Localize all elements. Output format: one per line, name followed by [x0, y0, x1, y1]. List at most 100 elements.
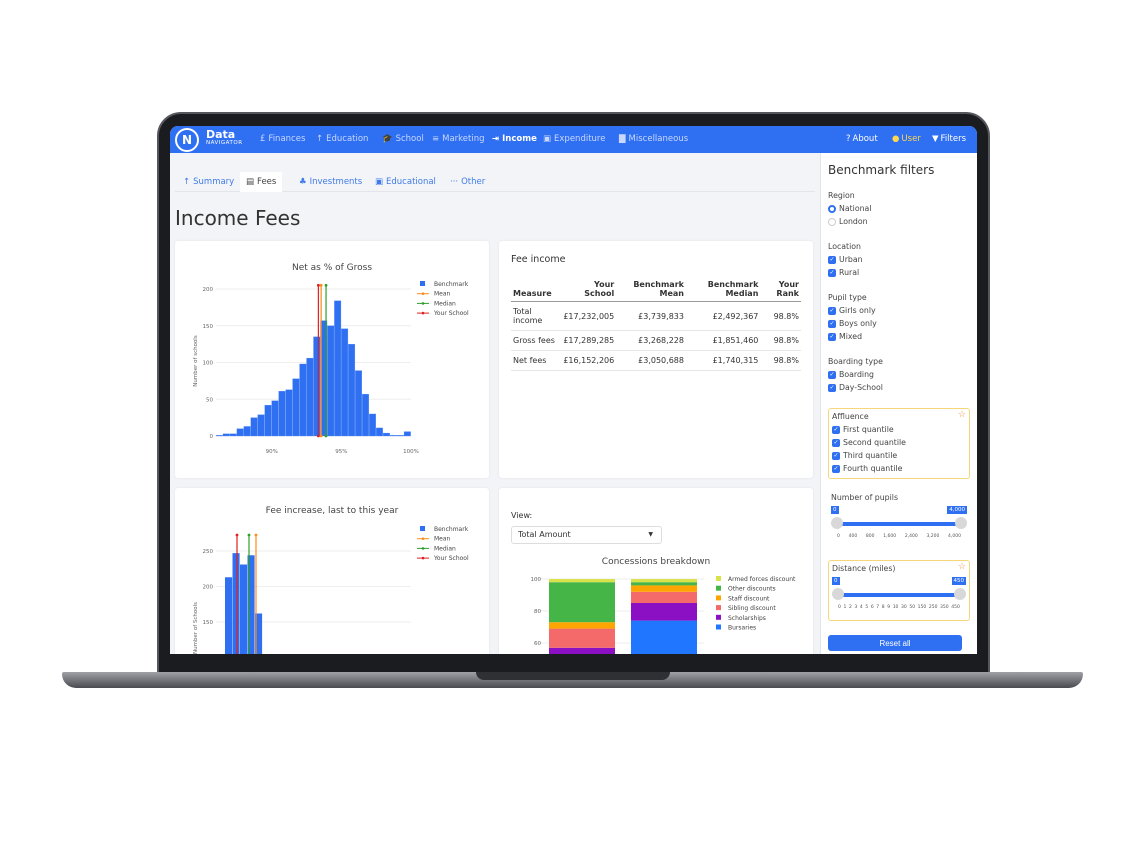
- brand-sub: NAVIGATOR: [206, 140, 243, 146]
- y-tick-label: 80: [534, 609, 541, 615]
- checkbox-option[interactable]: ✓ Rural: [828, 266, 970, 279]
- option-label: Rural: [839, 268, 860, 277]
- checkbox-option[interactable]: ✓ Boys only: [828, 317, 970, 330]
- radio-option[interactable]: National: [828, 202, 970, 215]
- nav-item-miscellaneous[interactable]: ▇ Miscellaneous: [619, 134, 688, 144]
- nav-item-marketing[interactable]: ≡ Marketing: [432, 134, 485, 144]
- tick-label: 250: [928, 605, 938, 610]
- filters-title: Benchmark filters: [828, 163, 935, 177]
- nav-item-label: Finances: [268, 134, 306, 144]
- slider-min-handle[interactable]: [832, 588, 844, 600]
- tab-educational[interactable]: ▣ Educational: [369, 172, 442, 192]
- legend-label: Median: [434, 545, 456, 552]
- table-row: Net fees £16,152,206 £3,050,688 £1,740,315 9…: [511, 350, 801, 371]
- tab-icon: ↑: [183, 177, 191, 187]
- checkbox-option[interactable]: ✓ Fourth quantile: [832, 462, 966, 475]
- radio-button[interactable]: [828, 217, 836, 226]
- checkbox[interactable]: ✓: [832, 451, 840, 460]
- reset-all-button[interactable]: Reset all: [828, 635, 962, 651]
- marker: [316, 283, 320, 287]
- arrow-up-icon: ↑: [316, 134, 324, 144]
- tick-label: 2: [848, 605, 852, 610]
- checkbox[interactable]: ✓: [828, 319, 836, 328]
- histogram-bar: [313, 336, 321, 437]
- brand[interactable]: Data NAVIGATOR: [206, 128, 243, 146]
- distance-slider[interactable]: 0 450 0 1 2 3 4 5 6 7 8 9 10 30 50 150 250 350 450: [832, 577, 966, 617]
- checkbox-option[interactable]: ✓ Urban: [828, 253, 970, 266]
- slider-max-handle[interactable]: [955, 517, 967, 529]
- view-select[interactable]: Total Amount ▼: [511, 526, 662, 544]
- tab-investments[interactable]: ♣ Investments: [293, 172, 368, 192]
- checkbox[interactable]: ✓: [828, 268, 836, 277]
- histogram-bar: [320, 320, 328, 437]
- nav-item-expenditure[interactable]: ▣ Expenditure: [543, 134, 605, 144]
- slider-max-handle[interactable]: [954, 588, 966, 600]
- checkbox[interactable]: ✓: [828, 306, 836, 315]
- graduation-cap-icon: 🎓: [382, 134, 393, 144]
- checkbox-option[interactable]: ✓ Third quantile: [832, 449, 966, 462]
- nav-user[interactable]: ● User: [892, 134, 921, 144]
- legend-marker: [421, 556, 425, 560]
- radio-option[interactable]: London: [828, 215, 970, 228]
- table-cell: 98.8%: [760, 301, 801, 331]
- legend-label: Staff discount: [728, 595, 770, 602]
- table-header: Measure: [511, 277, 561, 302]
- checkbox-option[interactable]: ✓ Mixed: [828, 330, 970, 343]
- nav-item-education[interactable]: ↑ Education: [316, 134, 368, 144]
- legend-label: Mean: [434, 291, 451, 298]
- option-label: Day-School: [839, 383, 883, 392]
- legend-swatch: [716, 624, 721, 630]
- radio-button[interactable]: [828, 204, 836, 213]
- histogram-bar: [396, 435, 404, 437]
- legend-swatch: [716, 595, 721, 601]
- pupils-slider[interactable]: 0 4,000 0 400 800 1,600 2,400 3,200 4,000: [831, 506, 967, 546]
- view-label: View:: [511, 511, 533, 520]
- checkbox-option[interactable]: ✓ Boarding: [828, 368, 970, 381]
- histogram-bar: [225, 577, 233, 654]
- tab-summary[interactable]: ↑ Summary: [177, 172, 240, 192]
- net-gross-chart-card: Net as % of Gross 0 50 100 150 200 90% 95% 100% N…: [175, 241, 489, 478]
- nav-label: About: [852, 134, 878, 144]
- nav-about[interactable]: ? About: [846, 134, 878, 144]
- legend-label: Bursaries: [728, 625, 756, 632]
- slider-min-handle[interactable]: [831, 517, 843, 529]
- brand-name: Data: [206, 128, 236, 141]
- histogram-bar: [222, 433, 230, 437]
- nav-item-finances[interactable]: £ Finances: [260, 134, 305, 144]
- tab-other[interactable]: ··· Other: [444, 172, 491, 192]
- tick-label: 4,000: [948, 534, 961, 539]
- checkbox-option[interactable]: ✓ Second quantile: [832, 436, 966, 449]
- logo[interactable]: N: [175, 128, 199, 152]
- stacked-bar-segment: [549, 579, 615, 583]
- tab-fees[interactable]: ▤ Fees: [240, 172, 283, 192]
- legend-label: Scholarships: [728, 615, 766, 622]
- histogram-bar: [369, 413, 376, 437]
- pound-icon: £: [260, 134, 266, 144]
- nav-item-school[interactable]: 🎓 School: [382, 134, 424, 144]
- checkbox[interactable]: ✓: [828, 332, 836, 341]
- tick-label: 150: [917, 605, 927, 610]
- checkbox-option[interactable]: ✓ First quantile: [832, 423, 966, 436]
- histogram-bar: [348, 343, 356, 437]
- option-label: First quantile: [843, 425, 894, 434]
- histogram-bar: [257, 414, 265, 437]
- y-tick-label: 150: [203, 324, 214, 330]
- histogram-bar: [362, 393, 369, 437]
- checkbox[interactable]: ✓: [832, 425, 840, 434]
- nav-item-income[interactable]: ⇥ Income: [492, 134, 537, 144]
- checkbox[interactable]: ✓: [828, 383, 836, 392]
- star-icon: ☆: [957, 410, 966, 420]
- slider-track: [840, 593, 958, 597]
- checkbox[interactable]: ✓: [828, 370, 836, 379]
- nav-filters[interactable]: ▼ Filters: [932, 134, 966, 144]
- checkbox-option[interactable]: ✓ Day-School: [828, 381, 970, 394]
- histogram-bar: [236, 428, 244, 437]
- checkbox[interactable]: ✓: [832, 464, 840, 473]
- checkbox[interactable]: ✓: [832, 438, 840, 447]
- filter-group-region: Region National London: [828, 191, 970, 228]
- table-cell: £16,152,206: [560, 350, 617, 371]
- checkbox[interactable]: ✓: [828, 255, 836, 264]
- slider-ticks: 0 1 2 3 4 5 6 7 8 9 10 30 50 150 250 350 450: [838, 605, 960, 610]
- table-cell: £17,232,005: [560, 301, 617, 331]
- checkbox-option[interactable]: ✓ Girls only: [828, 304, 970, 317]
